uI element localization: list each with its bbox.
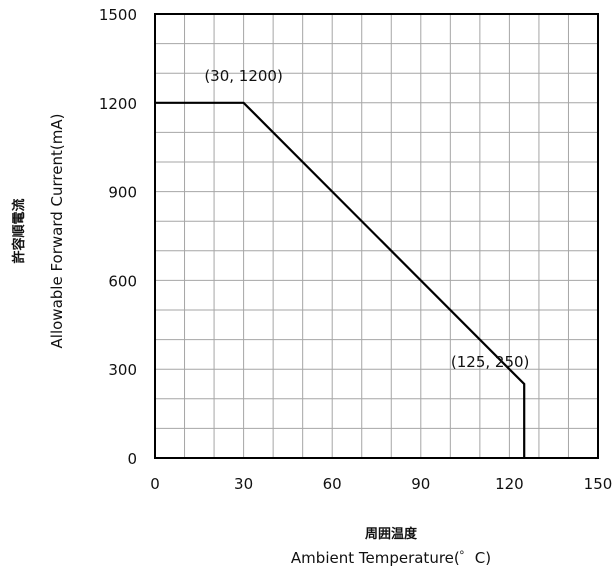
x-axis-title-jp: 周囲温度	[365, 526, 418, 542]
x-tick-label: 0	[150, 475, 160, 493]
y-tick-label: 300	[108, 361, 137, 379]
x-tick-label: 150	[584, 475, 613, 493]
series-line-1	[155, 101, 526, 458]
grid-lines	[155, 14, 598, 458]
y-axis-title: Allowable Forward Current(mA)	[48, 114, 66, 349]
x-tick-label: 30	[234, 475, 253, 493]
annotation-label: (125, 250)	[451, 353, 530, 371]
plot-frame	[154, 13, 599, 459]
y-tick-label: 600	[108, 272, 137, 290]
y-axis-title-jp: 許容順電流	[11, 198, 27, 263]
x-tick-label: 60	[323, 475, 342, 493]
y-tick-label: 1200	[99, 95, 137, 113]
x-tick-label: 120	[495, 475, 524, 493]
x-tick-label: 90	[411, 475, 430, 493]
plot-frame-layer	[154, 13, 599, 459]
y-tick-labels: 0 300 600 900 1200 1500	[99, 6, 137, 468]
series-layer	[155, 101, 526, 458]
y-tick-label: 900	[108, 184, 137, 202]
y-tick-label: 0	[127, 450, 137, 468]
annotation-label: (30, 1200)	[204, 67, 283, 85]
annotations: (30, 1200) (125, 250)	[204, 67, 529, 371]
x-axis-title: Ambient Temperature(゜C)	[291, 549, 491, 567]
x-tick-labels: 0 30 60 90 120 150	[150, 475, 612, 493]
y-tick-label: 1500	[99, 6, 137, 24]
